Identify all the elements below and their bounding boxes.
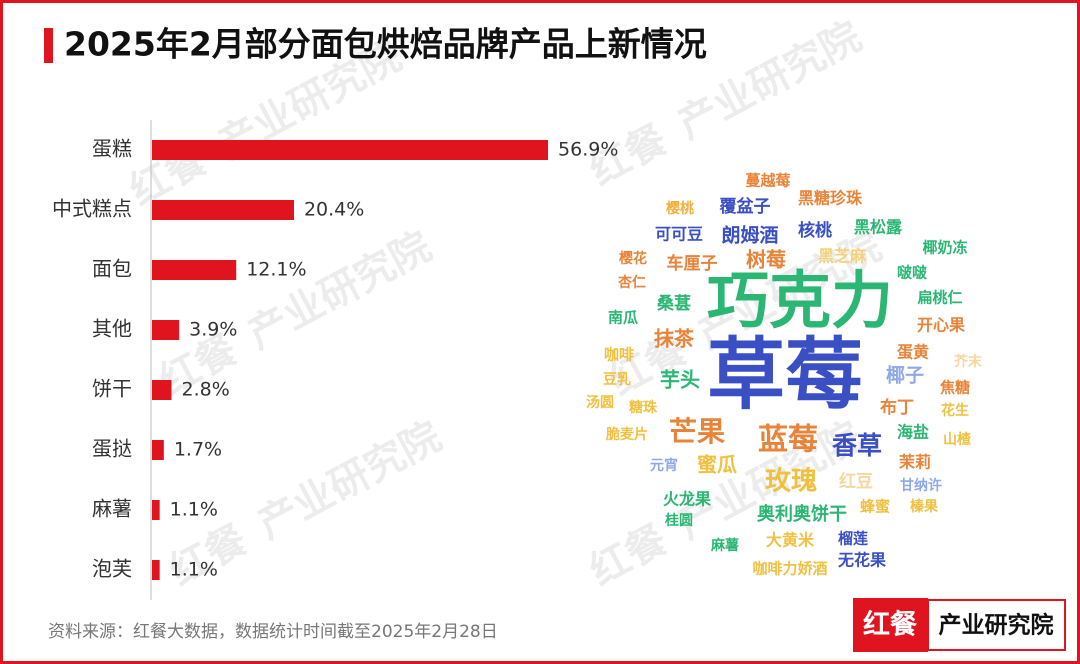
value-label: 1.7% — [174, 439, 222, 461]
bar — [152, 140, 549, 160]
cloud-word: 蛋黄 — [897, 343, 929, 362]
cloud-word: 奥利奥饼干 — [757, 503, 847, 525]
cloud-word: 榴莲 — [838, 530, 868, 548]
cloud-word: 芒果 — [669, 415, 725, 448]
cloud-word: 抹茶 — [654, 327, 695, 351]
cloud-word: 巧克力 — [707, 264, 893, 337]
category-label: 中式糕点 — [52, 197, 132, 221]
cloud-word: 蔓越莓 — [745, 172, 790, 190]
cloud-word: 树莓 — [746, 248, 786, 272]
cloud-word: 咖啡 — [604, 346, 634, 364]
cloud-word: 玫瑰 — [765, 467, 817, 497]
cloud-word: 椰子 — [886, 364, 924, 387]
value-label: 56.9% — [558, 139, 618, 161]
category-label: 蛋挞 — [92, 437, 132, 461]
cloud-word: 啵啵 — [897, 264, 928, 282]
cloud-word: 桂圆 — [664, 512, 693, 529]
category-label: 麻薯 — [92, 497, 132, 521]
cloud-word: 樱花 — [619, 250, 647, 267]
logo-name: 产业研究院 — [939, 612, 1054, 639]
cloud-word: 山楂 — [943, 431, 972, 448]
cloud-word: 焦糖 — [939, 379, 970, 397]
cloud-word: 香草 — [832, 431, 882, 460]
cloud-word: 芥末 — [954, 353, 983, 370]
cloud-word: 朗姆酒 — [721, 224, 778, 247]
cloud-word: 海盐 — [897, 423, 929, 442]
cloud-word: 糖珠 — [629, 399, 658, 416]
cloud-word: 核桃 — [798, 220, 832, 241]
cloud-word: 火龙果 — [663, 490, 711, 509]
cloud-word: 甘纳许 — [900, 477, 942, 494]
logo-brand: 红餐 — [863, 609, 918, 641]
cloud-word: 开心果 — [917, 316, 965, 335]
cloud-word: 桑葚 — [657, 293, 691, 314]
bar — [152, 200, 294, 220]
source-note: 资料来源：红餐大数据，数据统计时间截至2025年2月28日 — [48, 622, 498, 642]
cloud-word: 车厘子 — [667, 253, 718, 274]
cloud-word: 布丁 — [880, 397, 914, 418]
bar — [152, 500, 160, 520]
bar — [152, 560, 160, 580]
cloud-word: 汤圆 — [586, 395, 614, 411]
cloud-word: 脆麦片 — [605, 426, 648, 443]
value-label: 20.4% — [304, 199, 364, 221]
cloud-word: 红豆 — [839, 471, 873, 492]
chart-title: 2025年2月部分面包烘焙品牌产品上新情况 — [64, 25, 707, 64]
cloud-word: 草莓 — [707, 330, 863, 420]
logo-box — [927, 599, 1066, 651]
cloud-word: 花生 — [941, 402, 969, 419]
cloud-word: 蜂蜜 — [860, 498, 890, 516]
cloud-word: 豆乳 — [603, 371, 631, 388]
cloud-word: 黑糖珍珠 — [798, 189, 863, 208]
cloud-word: 覆盆子 — [720, 196, 771, 217]
category-label: 面包 — [92, 257, 132, 281]
title-accent — [44, 28, 53, 63]
cloud-word: 咖啡力娇酒 — [752, 560, 827, 578]
bar — [152, 440, 164, 460]
value-label: 2.8% — [181, 379, 229, 401]
cloud-word: 黑芝麻 — [818, 247, 867, 266]
cloud-word: 樱桃 — [666, 200, 694, 217]
cloud-word: 杏仁 — [617, 274, 646, 291]
cloud-word: 榛果 — [910, 498, 939, 515]
value-label: 1.1% — [170, 559, 218, 581]
value-label: 1.1% — [170, 499, 218, 521]
cloud-word: 茉莉 — [899, 453, 931, 472]
cloud-word: 蜜瓜 — [697, 453, 737, 477]
logo-badge — [853, 598, 928, 652]
cloud-word: 椰奶冻 — [922, 239, 967, 257]
cloud-word: 可可豆 — [655, 225, 703, 244]
cloud-word: 黑松露 — [854, 218, 903, 237]
value-label: 12.1% — [246, 259, 306, 281]
cloud-word: 元宵 — [650, 457, 678, 474]
cloud-word: 大黄米 — [766, 531, 815, 550]
bar — [152, 380, 172, 400]
category-label: 饼干 — [92, 377, 132, 401]
cloud-word: 无花果 — [837, 551, 886, 570]
cloud-word: 扁桃仁 — [917, 289, 962, 307]
cloud-word: 芋头 — [660, 368, 700, 392]
cloud-word: 南瓜 — [608, 309, 638, 327]
cloud-word: 麻薯 — [710, 537, 739, 554]
bar — [152, 320, 180, 340]
category-label: 泡芙 — [92, 557, 132, 581]
category-label: 其他 — [92, 317, 132, 341]
value-label: 3.9% — [189, 319, 237, 341]
category-label: 蛋糕 — [92, 137, 132, 161]
cloud-word: 蓝莓 — [758, 423, 818, 458]
bar — [152, 260, 237, 280]
